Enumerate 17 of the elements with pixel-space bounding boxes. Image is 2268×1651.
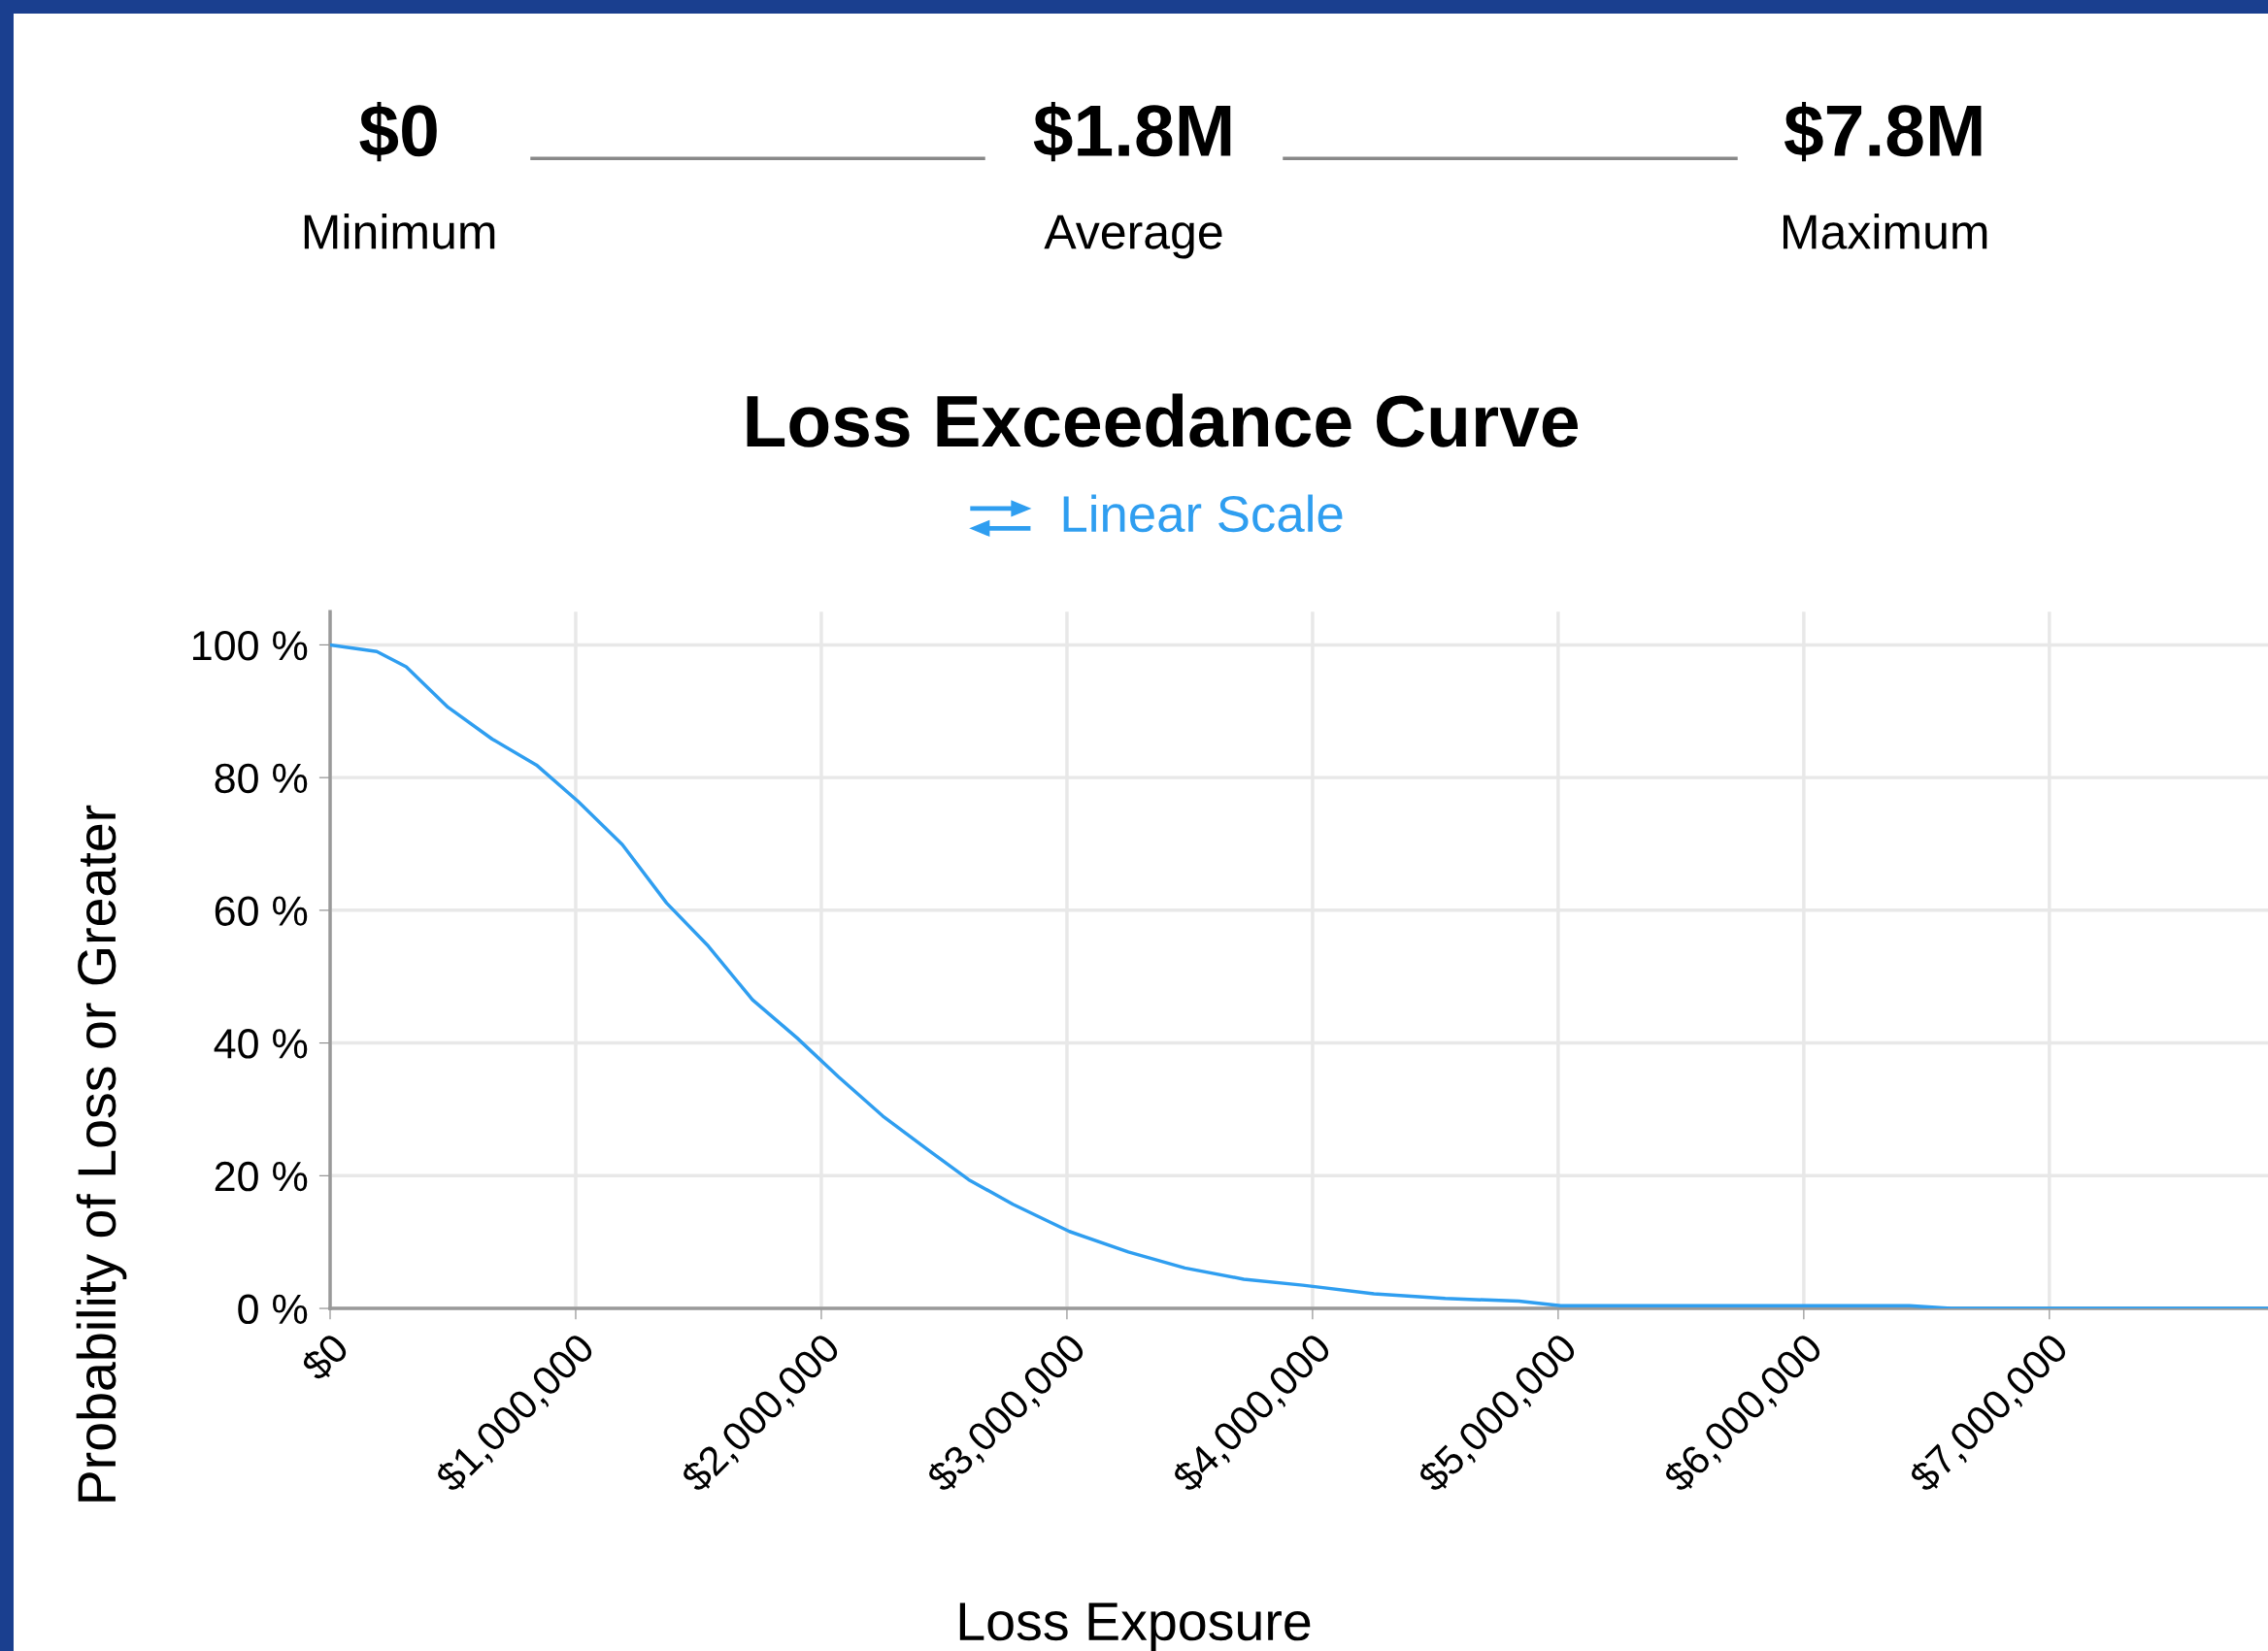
chart-subtitle: Linear Scale — [1063, 494, 1343, 533]
y-axis-title: Probability of Loss or Greater — [76, 805, 127, 1502]
x-axis-title: Loss Exposure — [959, 1602, 1311, 1651]
y-tick-label: 0 % — [238, 1294, 308, 1325]
text: $7.8M — [1784, 101, 1982, 162]
x-tick-label: $0 — [298, 1330, 352, 1385]
text: Minimum — [304, 213, 495, 249]
text: $1.8M — [1033, 101, 1231, 162]
y-tick-label: 20 % — [215, 1161, 308, 1192]
chart-title: Loss Exceedance Curve — [747, 393, 1578, 447]
text: Average — [1044, 215, 1222, 259]
y-tick-label: 40 % — [214, 1029, 308, 1059]
y-tick-label: 80 % — [215, 763, 308, 794]
text: Maximum — [1783, 213, 1987, 249]
y-tick-label: 60 % — [215, 896, 308, 926]
text: $0 — [359, 101, 437, 162]
y-tick-label: 100 % — [192, 630, 308, 661]
